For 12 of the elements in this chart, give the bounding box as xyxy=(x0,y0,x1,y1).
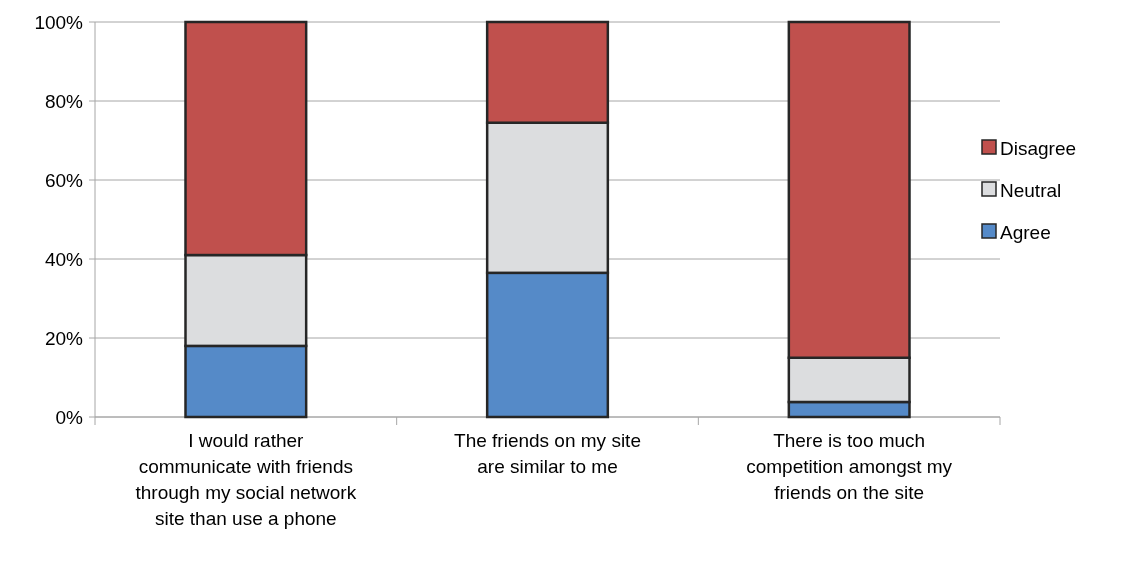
y-tick-label: 60% xyxy=(44,169,84,191)
legend-label: Disagree xyxy=(1000,137,1077,159)
legend-label: Neutral xyxy=(1000,179,1062,201)
x-tick-label: There is too much competition amongst my friends on the site xyxy=(746,430,953,503)
x-tick-label: The friends on my site are similar to me xyxy=(454,430,641,477)
y-tick-label: 100% xyxy=(34,11,84,33)
legend-label: Agree xyxy=(1000,221,1051,243)
y-tick-label: 0% xyxy=(55,406,84,428)
y-tick-label: 20% xyxy=(44,327,84,349)
y-tick-label: 80% xyxy=(44,90,84,112)
y-tick-label: 40% xyxy=(44,248,84,270)
x-tick-label: I would rather communicate with friends through my social network site than use a phone xyxy=(135,430,357,529)
